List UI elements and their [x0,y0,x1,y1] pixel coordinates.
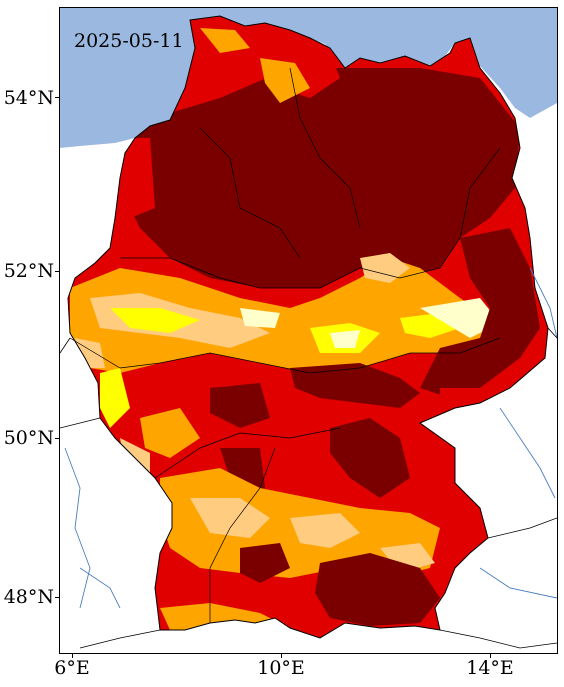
lon-tick [72,653,73,658]
map-panel: 2025-05-11 [59,7,558,654]
risk-raster [68,16,548,638]
lon-label-10: 10°E [257,657,305,679]
lat-label-48: 48°N [3,586,54,608]
neighbor-borders [60,327,557,649]
lat-label-54: 54°N [3,87,54,109]
lat-tick [55,438,60,439]
lon-tick [490,653,491,658]
date-label: 2025-05-11 [74,30,184,52]
state-borders [69,67,501,623]
map-canvas [60,8,557,649]
lon-label-6: 6°E [54,657,90,679]
lat-tick [55,597,60,598]
sea-area [60,8,557,148]
rivers [64,267,557,609]
lat-tick [55,271,60,272]
lat-label-52: 52°N [3,260,54,282]
lon-tick [281,653,282,658]
lon-label-14: 14°E [466,657,514,679]
lat-label-50: 50°N [3,427,54,449]
lat-tick [55,97,60,98]
